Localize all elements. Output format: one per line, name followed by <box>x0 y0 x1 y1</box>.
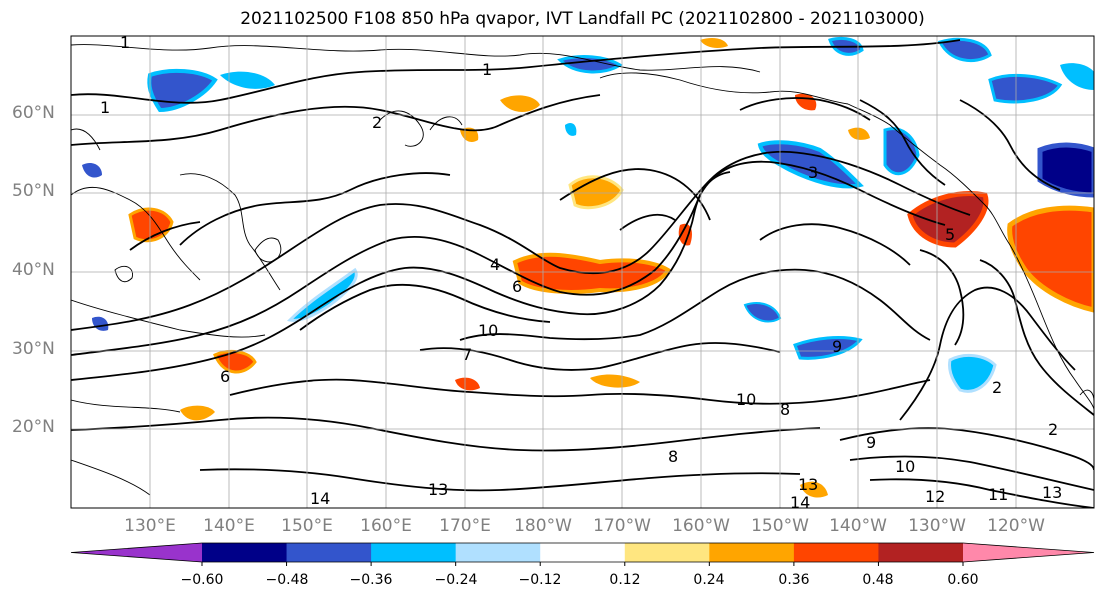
svg-text:3: 3 <box>808 163 818 182</box>
lon-label-170e: 170°E <box>439 516 491 536</box>
svg-text:9: 9 <box>832 337 842 356</box>
svg-text:2: 2 <box>1048 420 1058 439</box>
svg-text:1: 1 <box>120 33 130 52</box>
lon-label-140e: 140°E <box>203 516 255 536</box>
svg-text:9: 9 <box>866 433 876 452</box>
colorbar-tick-label: −0.24 <box>434 572 478 588</box>
svg-text:10: 10 <box>736 390 756 409</box>
ivt-contours <box>71 39 1094 508</box>
colorbar-tick-label: 0.48 <box>862 572 894 588</box>
colorbar-segment <box>286 543 372 562</box>
lat-label-40n: 40°N <box>12 260 55 280</box>
svg-text:8: 8 <box>668 447 678 466</box>
colorbar-tick-label: 0.36 <box>778 572 810 588</box>
svg-text:10: 10 <box>895 457 915 476</box>
lat-label-50n: 50°N <box>12 181 55 201</box>
colorbar-segment <box>540 543 626 562</box>
contour-labels: 1 1 1 2 3 4 5 6 6 7 8 8 9 9 10 10 10 11 … <box>100 33 1062 512</box>
lat-label-30n: 30°N <box>12 339 55 359</box>
colorbar-tick-label: −0.36 <box>349 572 393 588</box>
colorbar-tick-label: −0.48 <box>265 572 309 588</box>
lon-label-120w: 120°W <box>987 516 1045 536</box>
colorbar-tick-label: −0.12 <box>518 572 562 588</box>
plot-title: 2021102500 F108 850 hPa qvapor, IVT Land… <box>240 9 925 29</box>
svg-text:1: 1 <box>482 60 492 79</box>
colorbar-tick-label: 0.24 <box>693 572 725 588</box>
colorbar-segment <box>371 543 457 562</box>
lon-label-170w: 170°W <box>593 516 651 536</box>
lon-label-150w: 150°W <box>751 516 809 536</box>
svg-text:4: 4 <box>490 255 500 274</box>
colorbar-segment <box>455 543 541 562</box>
svg-text:13: 13 <box>1042 483 1062 502</box>
lon-label-140w: 140°W <box>829 516 887 536</box>
colorbar-tick-label: 0.12 <box>609 572 641 588</box>
lon-label-180w: 180°W <box>514 516 572 536</box>
colorbar-segment <box>624 543 710 562</box>
svg-text:6: 6 <box>220 367 230 386</box>
svg-text:5: 5 <box>945 225 955 244</box>
svg-text:14: 14 <box>310 489 330 508</box>
colorbar <box>70 542 1095 566</box>
colorbar-extend-min <box>71 543 202 562</box>
graticule <box>71 36 1094 508</box>
lon-label-160e: 160°E <box>360 516 412 536</box>
colorbar-tick-label: −0.60 <box>180 572 224 588</box>
svg-text:11: 11 <box>988 485 1008 504</box>
svg-text:2: 2 <box>992 378 1002 397</box>
svg-text:8: 8 <box>780 400 790 419</box>
colorbar-segment <box>709 543 795 562</box>
svg-text:13: 13 <box>428 480 448 499</box>
svg-text:10: 10 <box>478 321 498 340</box>
svg-text:1: 1 <box>100 98 110 117</box>
colorbar-segment <box>793 543 879 562</box>
svg-text:12: 12 <box>925 487 945 506</box>
svg-text:13: 13 <box>798 475 818 494</box>
map-frame <box>70 35 1095 509</box>
svg-text:6: 6 <box>512 277 522 296</box>
colorbar-tick-label: 0.60 <box>947 572 979 588</box>
svg-text:7: 7 <box>462 345 472 364</box>
lon-label-160w: 160°W <box>672 516 730 536</box>
svg-text:2: 2 <box>372 113 382 132</box>
lat-label-60n: 60°N <box>12 103 55 123</box>
colorbar-segment <box>878 543 964 562</box>
lon-label-150e: 150°E <box>281 516 333 536</box>
lat-label-20n: 20°N <box>12 417 55 437</box>
lon-label-130w: 130°W <box>908 516 966 536</box>
lon-label-130e: 130°E <box>124 516 176 536</box>
colorbar-extend-max <box>963 543 1094 562</box>
colorbar-segment <box>202 543 288 562</box>
svg-text:14: 14 <box>790 493 810 512</box>
